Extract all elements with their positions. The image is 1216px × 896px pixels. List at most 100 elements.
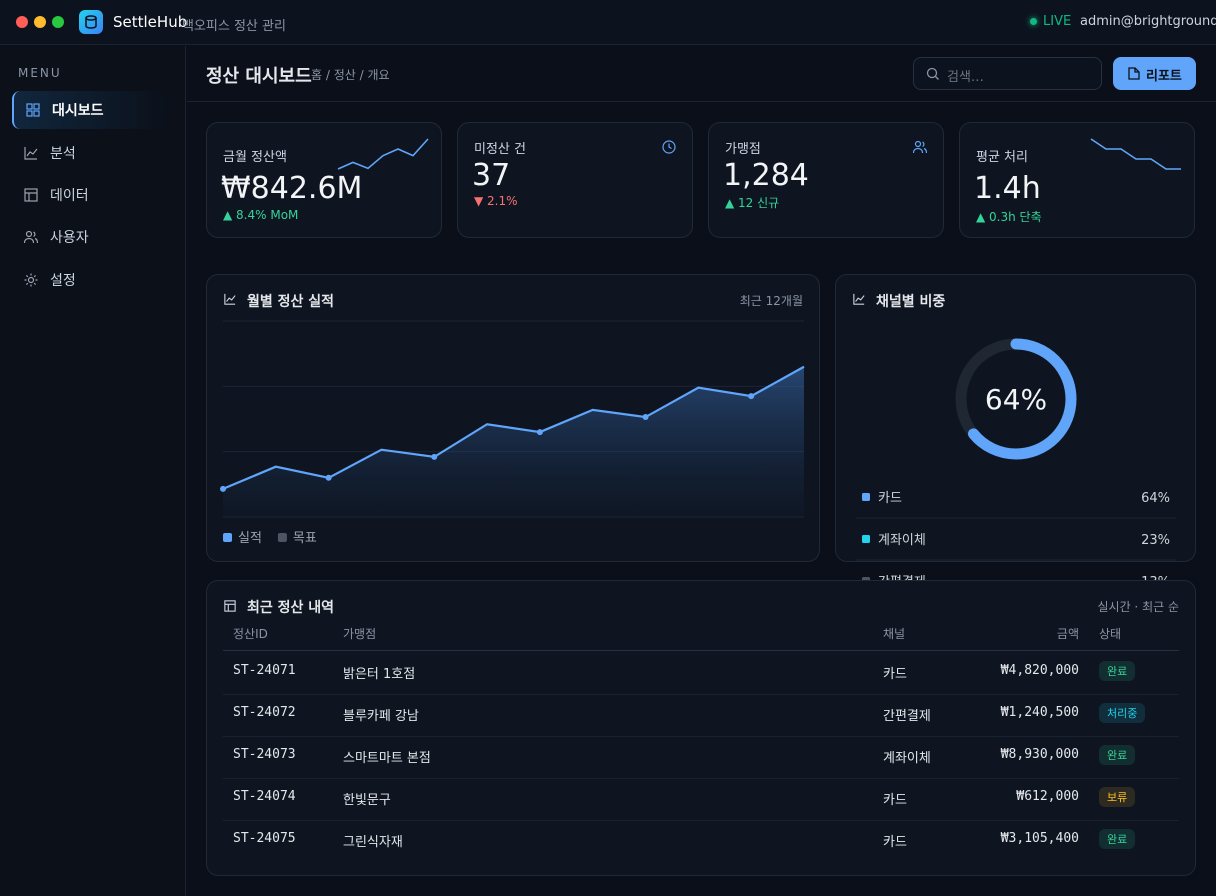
table-card: 최근 정산 내역 실시간 · 최근 순 정산ID 가맹점 채널 금액 상태 ST-2407… (206, 580, 1196, 876)
nav-label: 데이터 (50, 188, 89, 204)
report-button[interactable]: 리포트 (1113, 57, 1196, 90)
cell: ₩1,240,500 (1000, 705, 1079, 720)
column-header: 금액 (1056, 627, 1079, 641)
row-divider (223, 736, 1179, 737)
kpi-label: 평균 처리 (976, 150, 1028, 165)
cell: 블루카페 강남 (343, 709, 419, 724)
point (431, 453, 438, 460)
column-header: 상태 (1099, 627, 1122, 641)
app-subtitle: 백오피스 정산 관리 (182, 19, 286, 34)
kpi-label: 금월 정산액 (223, 150, 287, 165)
maximize[interactable] (52, 16, 64, 28)
kpi-icon (913, 140, 927, 154)
nav-item[interactable]: 사용자 (12, 218, 172, 256)
legend-swatch (223, 533, 232, 542)
table-title: 최근 정산 내역 (247, 600, 335, 616)
nav-item[interactable]: 대시보드 (12, 91, 172, 129)
kpi-value: 1.4h (974, 171, 1041, 206)
cell: 한빛문구 (343, 793, 391, 808)
point (536, 429, 543, 436)
nav-item[interactable]: 설정 (12, 261, 172, 299)
kpi-card: 평균 처리 1.4h ▲ 0.3h 단축 (959, 122, 1195, 238)
status-badge: 보류 (1099, 787, 1136, 807)
status-badge: 완료 (1099, 661, 1136, 681)
legend-value: 23% (1141, 533, 1170, 548)
cell: 스마트마트 본점 (343, 751, 431, 766)
point (325, 474, 332, 481)
nav-item[interactable]: 분석 (12, 134, 172, 172)
cell: 그린식자재 (343, 835, 403, 850)
header-divider (223, 650, 1179, 651)
minimize[interactable] (34, 16, 46, 28)
cell: 밝은터 1호점 (343, 667, 416, 682)
sparkline-line (1090, 138, 1181, 170)
live-status: LIVE (1043, 14, 1072, 29)
chart-subtitle: 최근 12개월 (739, 294, 803, 308)
status-badge: 처리중 (1099, 703, 1146, 723)
legend-swatch (862, 535, 870, 543)
button-label: 리포트 (1146, 69, 1182, 84)
app-name: SettleHub (113, 13, 188, 31)
breadcrumb: 홈 / 정산 / 개요 (311, 68, 390, 82)
kpi-delta: ▲ 8.4% MoM (223, 208, 299, 222)
legend-value: 64% (1141, 491, 1170, 506)
kpi-delta: ▲ 12 신규 (725, 196, 780, 210)
close[interactable] (16, 16, 28, 28)
column-header: 정산ID (233, 627, 268, 641)
header: 정산 대시보드 홈 / 정산 / 개요 검색… 리포트 (187, 46, 1216, 102)
row-divider (223, 778, 1179, 779)
kpi-value: 37 (472, 158, 511, 193)
cell: ₩8,930,000 (1000, 747, 1079, 762)
point (748, 393, 755, 400)
legend-label: 계좌이체 (878, 533, 926, 548)
point (220, 485, 226, 492)
nav-label: 사용자 (50, 230, 89, 246)
column-header: 가맹점 (343, 627, 377, 641)
kpi-card: 가맹점 1,284 ▲ 12 신규 (708, 122, 944, 238)
sparkline (1090, 138, 1181, 170)
nav-label: 설정 (50, 273, 76, 289)
menu-heading: MENU (18, 66, 62, 80)
kpi-icon (662, 140, 676, 154)
point (642, 414, 649, 421)
nav-item[interactable]: 데이터 (12, 176, 172, 214)
user[interactable]: admin@brightground (1080, 14, 1216, 29)
title-bar: SettleHub 백오피스 정산 관리 LIVE admin@brightgr… (0, 0, 1216, 45)
cell: ST-24074 (233, 789, 296, 804)
search-box[interactable]: 검색… (913, 57, 1102, 90)
kpi-label: 미정산 건 (474, 142, 526, 157)
cell: 계좌이체 (883, 751, 931, 766)
chart-title: 월별 정산 실적 (247, 294, 335, 310)
kpi-delta: ▼ 2.1% (474, 194, 518, 208)
app-icon (79, 10, 103, 34)
line (222, 365, 805, 490)
cell: ST-24071 (233, 663, 296, 678)
area-fill (223, 366, 804, 517)
sparkline-line (337, 138, 429, 170)
sparkline (337, 138, 429, 170)
row-divider (223, 694, 1179, 695)
legend-swatch (277, 533, 287, 542)
legend-label: 실적 (238, 531, 262, 546)
chart-card: 월별 정산 실적 최근 12개월 실적 목표 (206, 274, 820, 562)
cell: ₩3,105,400 (1000, 831, 1079, 846)
kpi-label: 가맹점 (725, 142, 761, 157)
area-chart: 실적 목표 (220, 320, 805, 546)
kpi-card: 금월 정산액 ₩842.6M ▲ 8.4% MoM (206, 122, 442, 238)
cell: 간편결제 (883, 709, 931, 724)
cell: 카드 (883, 793, 907, 808)
cell: ST-24073 (233, 747, 296, 762)
cell: 카드 (883, 667, 907, 682)
column-header: 채널 (883, 627, 906, 641)
legend-label: 카드 (878, 491, 902, 506)
cell: ST-24072 (233, 705, 296, 720)
status-badge: 완료 (1099, 745, 1136, 765)
row-divider (223, 820, 1179, 821)
sidebar: MENU 대시보드 분석 데이터 사용자 설정 (0, 46, 186, 896)
cell: ₩612,000 (1016, 789, 1079, 804)
donut-center: 64% (985, 383, 1047, 416)
page-title: 정산 대시보드 (206, 66, 312, 87)
kpi-value: 1,284 (723, 158, 809, 193)
